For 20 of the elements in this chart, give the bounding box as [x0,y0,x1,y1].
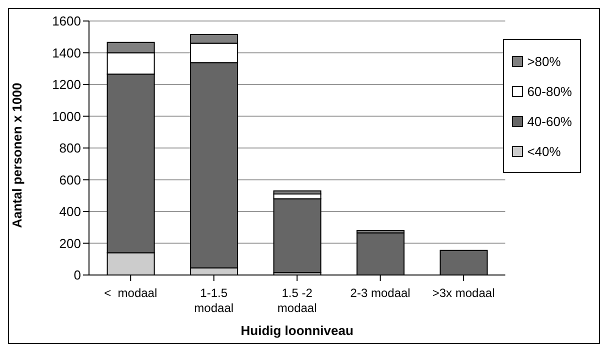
x-tick-label: >3x modaal [432,286,495,300]
y-tick-label: 0 [74,268,81,283]
y-tick-label: 1400 [52,45,81,60]
y-tick-label: 400 [59,204,81,220]
y-tick-label: 600 [59,172,81,188]
y-tick-label: 1600 [52,14,81,29]
legend-label: 40-60% [527,114,572,128]
legend-label: 60-80% [527,84,572,98]
y-tick-label: 800 [59,140,81,156]
x-tick-label: 2-3 modaal [350,286,410,300]
legend-label: >80% [527,54,561,68]
x-tick-label: 1.5 -2 modaal [277,286,317,315]
y-tick-label: 200 [59,236,81,251]
x-tick-label: < modaal [104,286,158,300]
y-tick-label: 1000 [52,108,81,124]
x-axis-title: Huidig loonniveau [240,323,354,338]
x-tick-label: 1-1.5 modaal [194,286,234,315]
legend-label: <40% [527,144,561,158]
y-axis-title: Aantal personen x 1000 [10,82,25,228]
y-tick-label: 1200 [52,77,81,92]
